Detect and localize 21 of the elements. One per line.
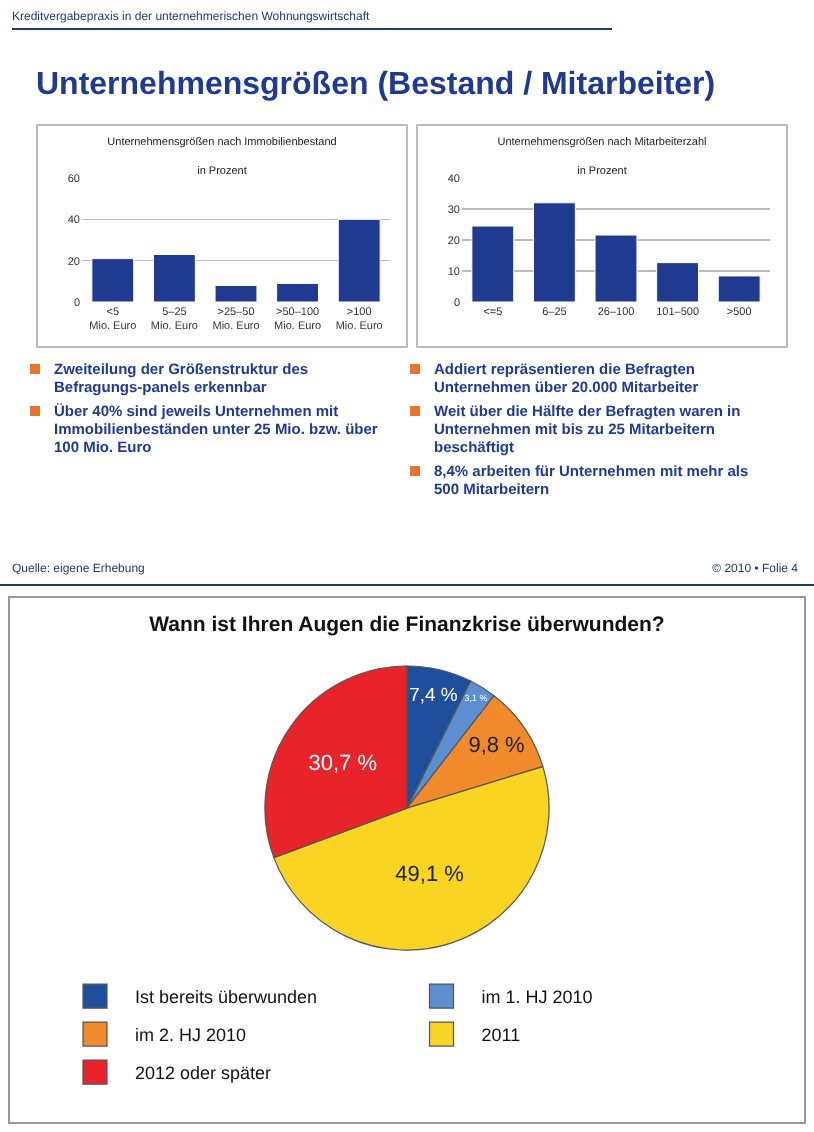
- text: Unternehmensgrößen (Bestand / Mitarbeiter): [36, 68, 716, 104]
- bar: [656, 262, 700, 302]
- legend-label: im 2. HJ 2010: [135, 1025, 247, 1046]
- data-label: 30,7 %: [308, 751, 378, 776]
- legend-label: 2012 oder später: [135, 1063, 272, 1084]
- bar: [91, 258, 135, 302]
- bar: [214, 284, 258, 302]
- bar: [276, 282, 320, 302]
- bar: [717, 275, 761, 302]
- bar: [152, 253, 196, 302]
- data-label: 9,8 %: [468, 734, 526, 759]
- legend-label: Ist bereits überwunden: [135, 987, 318, 1008]
- bar: [594, 234, 638, 302]
- bar: [532, 202, 576, 302]
- data-label: 7,4 %: [409, 684, 459, 707]
- chart-title: Wann ist Ihren Augen die Finanzkrise überwunden?: [149, 613, 665, 638]
- bar: [471, 225, 515, 302]
- legend-label: im 1. HJ 2010: [481, 987, 593, 1008]
- data-label: 49,1 %: [395, 863, 465, 888]
- legend-label: 2011: [481, 1025, 521, 1046]
- bar: [337, 218, 381, 302]
